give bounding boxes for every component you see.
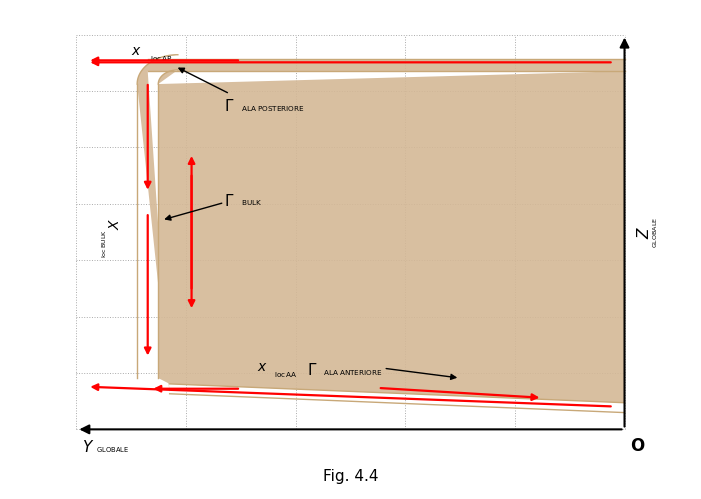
Text: $Y$: $Y$ [82, 439, 94, 455]
Text: $\Gamma$: $\Gamma$ [224, 193, 235, 209]
Text: $x$: $x$ [257, 360, 268, 374]
Polygon shape [137, 55, 625, 403]
Text: $_{\rm loc\,BULK}$: $_{\rm loc\,BULK}$ [100, 230, 109, 258]
Text: $Z$: $Z$ [636, 226, 652, 239]
Text: Fig. 4.4: Fig. 4.4 [322, 469, 379, 484]
Text: $_{\rm loc\,AP}$: $_{\rm loc\,AP}$ [151, 54, 173, 64]
Text: O: O [630, 437, 644, 455]
Text: $_{\rm ALA\;ANTERIORE}$: $_{\rm ALA\;ANTERIORE}$ [323, 368, 383, 378]
Text: $_{\rm GLOBALE}$: $_{\rm GLOBALE}$ [651, 217, 660, 248]
Text: $_{\rm ALA\;POSTERIORE}$: $_{\rm ALA\;POSTERIORE}$ [241, 104, 305, 114]
Text: $\Gamma$: $\Gamma$ [306, 362, 317, 378]
Text: $x$: $x$ [131, 44, 142, 58]
Text: $_{\rm GLOBALE}$: $_{\rm GLOBALE}$ [95, 445, 129, 455]
Text: $X$: $X$ [108, 218, 122, 231]
Text: $\Gamma$: $\Gamma$ [224, 98, 235, 114]
Text: $_{\rm loc\,AA}$: $_{\rm loc\,AA}$ [274, 370, 297, 380]
Text: $_{\rm BULK}$: $_{\rm BULK}$ [241, 199, 262, 209]
